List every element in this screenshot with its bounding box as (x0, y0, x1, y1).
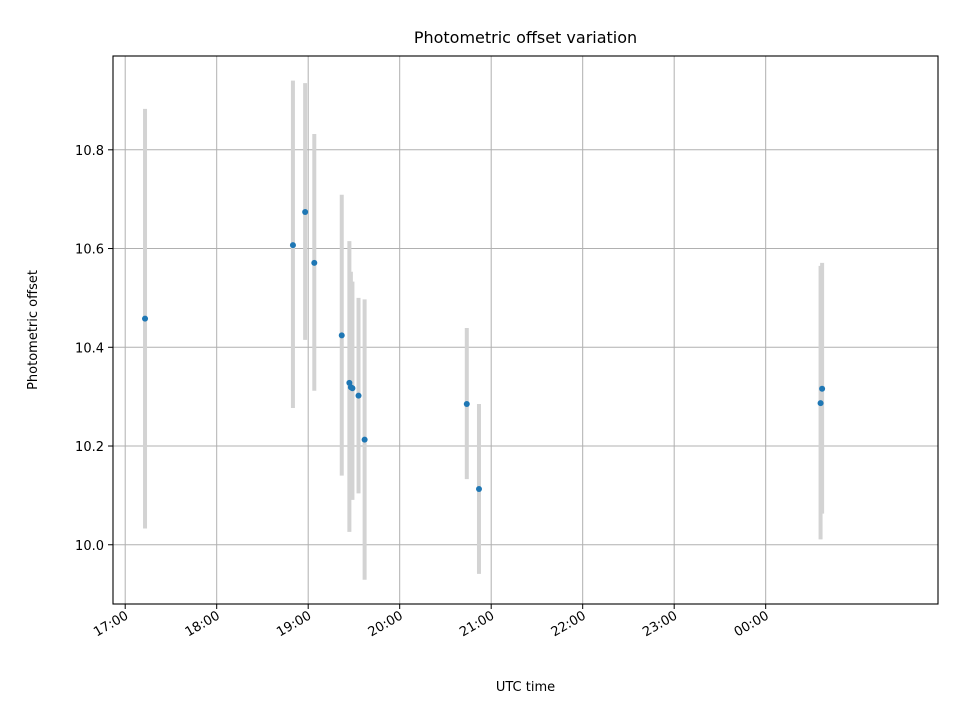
chart-title: Photometric offset variation (414, 28, 637, 47)
data-point (463, 401, 470, 408)
plot-frame (112, 55, 939, 605)
data-point (311, 259, 318, 266)
y-tick-label: 10.8 (75, 144, 104, 159)
y-tick-label: 10.6 (75, 243, 104, 258)
data-point (361, 436, 368, 443)
y-tick-label: 10.0 (75, 539, 104, 554)
x-axis-label: UTC time (496, 680, 555, 695)
data-point (349, 385, 356, 392)
data-point (338, 332, 345, 339)
data-point (289, 242, 296, 249)
y-axis-label: Photometric offset (26, 270, 41, 390)
y-tick-label: 10.2 (75, 440, 104, 455)
data-point (819, 385, 826, 392)
data-points (142, 209, 826, 492)
data-point (817, 400, 824, 407)
y-tick-label: 10.4 (75, 341, 104, 356)
grid-lines (113, 56, 938, 604)
data-point (355, 392, 362, 399)
data-point (302, 209, 309, 216)
data-point (475, 485, 482, 492)
data-point (142, 315, 149, 322)
